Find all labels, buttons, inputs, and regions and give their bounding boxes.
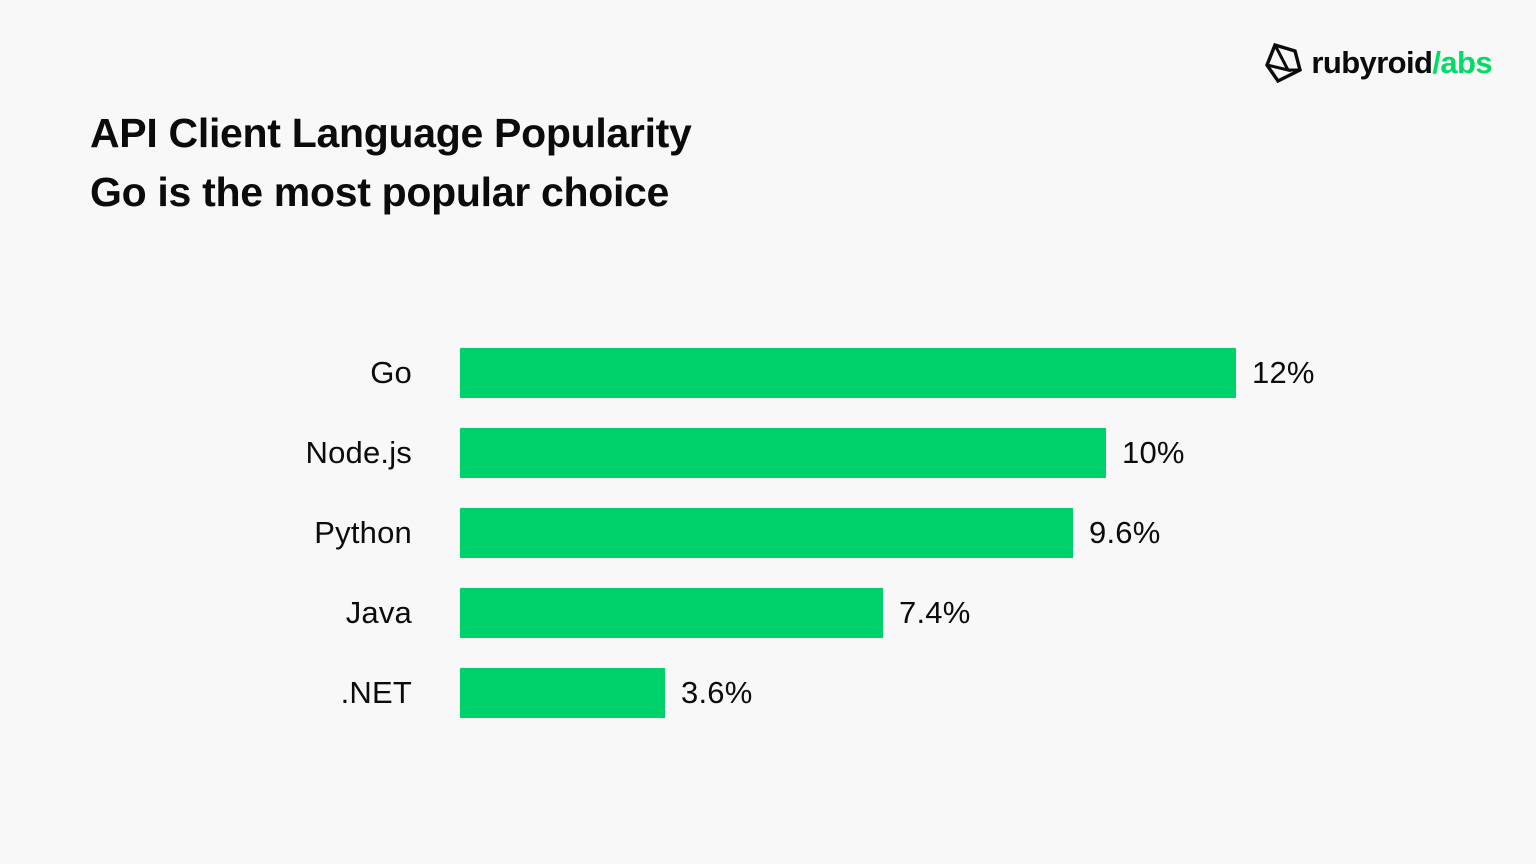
value-label: 7.4% xyxy=(899,595,971,630)
chart-row: Go 12% xyxy=(0,348,1536,398)
bar xyxy=(460,348,1236,398)
chart-title-line1: API Client Language Popularity xyxy=(90,110,692,156)
chart-row: Node.js 10% xyxy=(0,428,1536,478)
chart-row: .NET 3.6% xyxy=(0,668,1536,718)
bar xyxy=(460,668,665,718)
category-label: Java xyxy=(345,595,412,630)
value-label: 9.6% xyxy=(1089,515,1161,550)
brand-name-green: /abs xyxy=(1432,45,1492,80)
chart-row: Java 7.4% xyxy=(0,588,1536,638)
chart-title: API Client Language Popularity Go is the… xyxy=(90,104,692,222)
bar-chart: Go 12% Node.js 10% Python 9.6% Java 7.4% .NET 3.6… xyxy=(0,348,1536,748)
category-label: Node.js xyxy=(305,435,412,470)
bar xyxy=(460,508,1073,558)
value-label: 10% xyxy=(1122,435,1185,470)
bar xyxy=(460,588,883,638)
brand-wordmark: rubyroid/abs xyxy=(1311,45,1492,81)
gem-icon xyxy=(1264,42,1304,84)
category-label: .NET xyxy=(340,675,412,710)
value-label: 3.6% xyxy=(681,675,753,710)
brand-name-black: rubyroid xyxy=(1311,45,1433,80)
bar xyxy=(460,428,1106,478)
category-label: Python xyxy=(314,515,412,550)
brand-logo: rubyroid/abs xyxy=(1264,42,1493,84)
chart-row: Python 9.6% xyxy=(0,508,1536,558)
category-label: Go xyxy=(370,355,412,390)
chart-title-line2: Go is the most popular choice xyxy=(90,169,670,215)
value-label: 12% xyxy=(1252,355,1315,390)
